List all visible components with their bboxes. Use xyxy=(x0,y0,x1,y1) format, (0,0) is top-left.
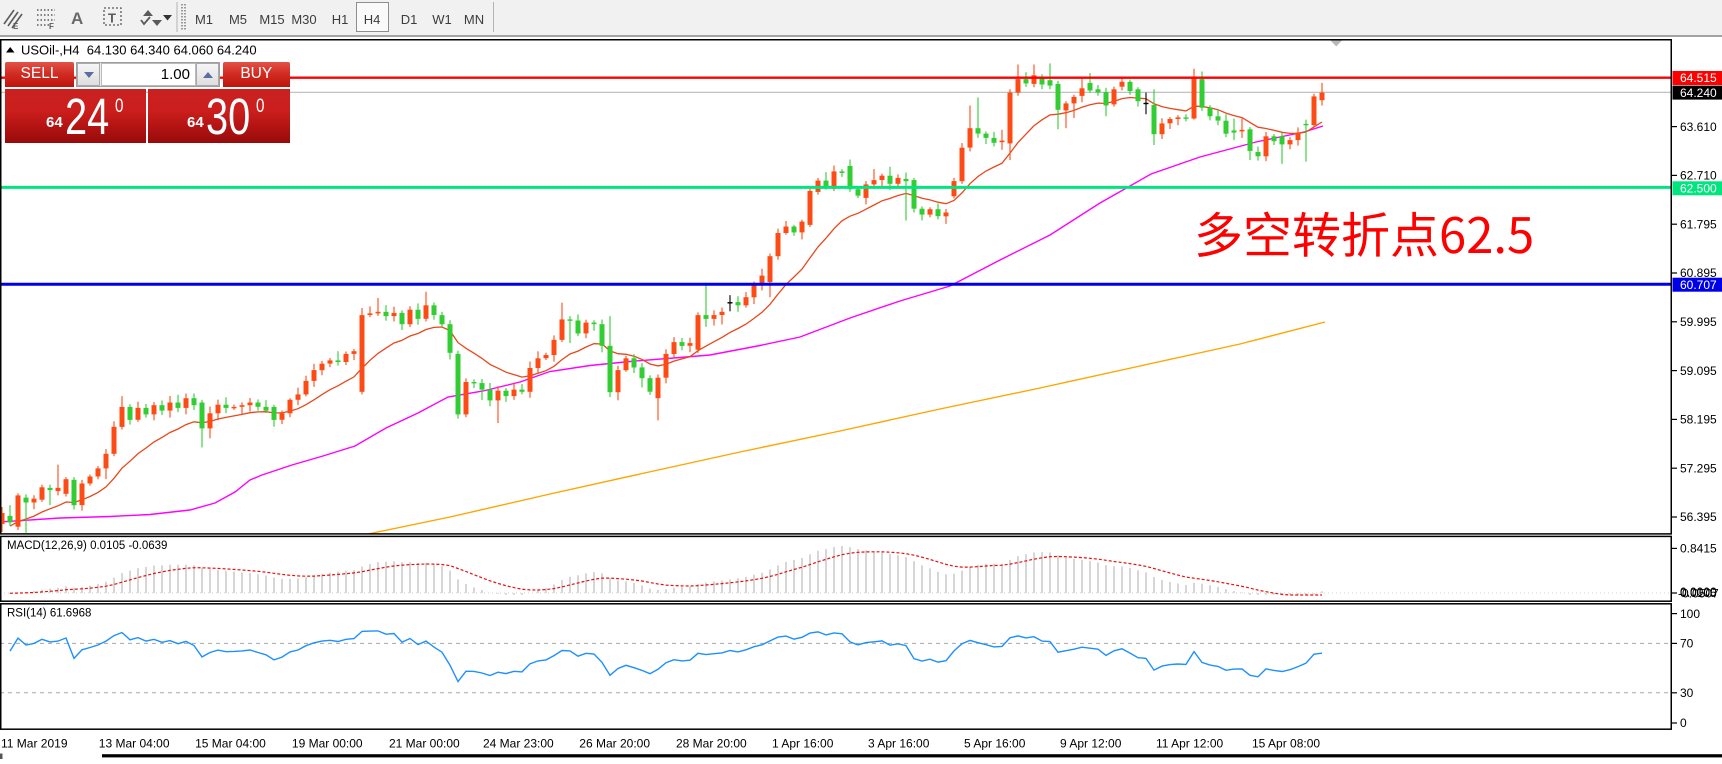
svg-text:5 Apr 16:00: 5 Apr 16:00 xyxy=(964,737,1026,751)
svg-text:24 Mar 23:00: 24 Mar 23:00 xyxy=(483,737,554,751)
svg-text:RSI(14) 61.6968: RSI(14) 61.6968 xyxy=(7,608,91,620)
svg-text:11 Mar 2019: 11 Mar 2019 xyxy=(1,737,68,751)
svg-text:0.8415: 0.8415 xyxy=(1680,542,1717,556)
svg-text:30: 30 xyxy=(1680,686,1694,700)
svg-text:28 Mar 20:00: 28 Mar 20:00 xyxy=(676,737,747,751)
svg-text:11 Apr 12:00: 11 Apr 12:00 xyxy=(1156,737,1223,751)
svg-text:58.195: 58.195 xyxy=(1680,413,1717,427)
svg-text:15 Apr 08:00: 15 Apr 08:00 xyxy=(1252,737,1320,751)
svg-text:3 Apr 16:00: 3 Apr 16:00 xyxy=(868,737,930,751)
svg-text:60.707: 60.707 xyxy=(1680,278,1717,292)
svg-text:E: E xyxy=(13,22,19,31)
svg-text:62.500: 62.500 xyxy=(1680,182,1717,196)
svg-text:59.095: 59.095 xyxy=(1680,364,1717,378)
svg-text:100: 100 xyxy=(1680,607,1700,621)
svg-text:USOil-,H4 64.130 64.340 64.06: USOil-,H4 64.130 64.340 64.060 64.240 xyxy=(21,43,257,58)
svg-text:26 Mar 20:00: 26 Mar 20:00 xyxy=(579,737,650,751)
svg-text:21 Mar 00:00: 21 Mar 00:00 xyxy=(389,737,460,751)
svg-text:57.295: 57.295 xyxy=(1680,461,1717,475)
svg-text:56.395: 56.395 xyxy=(1680,510,1717,524)
svg-text:MACD(12,26,9) 0.0105 -0.0639: MACD(12,26,9) 0.0105 -0.0639 xyxy=(7,540,167,552)
svg-text:13 Mar 04:00: 13 Mar 04:00 xyxy=(99,737,170,751)
svg-text:61.795: 61.795 xyxy=(1680,217,1717,231)
svg-text:A: A xyxy=(71,9,83,28)
svg-text:59.995: 59.995 xyxy=(1680,315,1717,329)
svg-text:62.710: 62.710 xyxy=(1680,169,1717,183)
svg-text:T: T xyxy=(108,11,116,26)
svg-text:0: 0 xyxy=(1680,716,1687,730)
svg-text:F: F xyxy=(49,22,54,31)
svg-text:19 Mar 00:00: 19 Mar 00:00 xyxy=(292,737,363,751)
svg-text:64.515: 64.515 xyxy=(1680,71,1717,85)
svg-text:64.240: 64.240 xyxy=(1680,86,1717,100)
svg-text:9 Apr 12:00: 9 Apr 12:00 xyxy=(1060,737,1122,751)
svg-text:70: 70 xyxy=(1680,637,1694,651)
svg-text:0.0000: 0.0000 xyxy=(1680,585,1717,599)
svg-text:63.610: 63.610 xyxy=(1680,120,1717,134)
svg-text:1 Apr 16:00: 1 Apr 16:00 xyxy=(772,737,834,751)
svg-text:15 Mar 04:00: 15 Mar 04:00 xyxy=(195,737,266,751)
